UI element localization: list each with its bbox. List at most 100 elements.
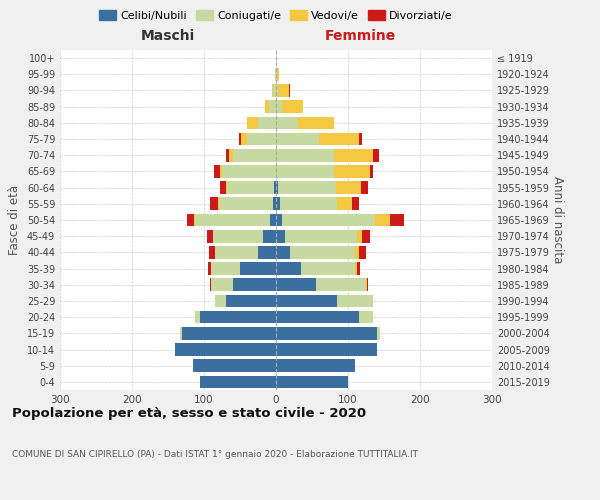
Bar — [274, 182, 276, 194]
Bar — [334, 149, 373, 162]
Bar — [367, 278, 368, 291]
Bar — [276, 100, 282, 113]
Bar — [209, 246, 215, 258]
Text: Maschi: Maschi — [141, 28, 195, 42]
Bar — [276, 327, 377, 340]
Bar — [258, 116, 276, 129]
Bar — [194, 214, 270, 226]
Bar — [316, 278, 366, 291]
Bar — [276, 360, 355, 372]
Bar — [227, 182, 274, 194]
Bar — [334, 165, 370, 177]
Bar — [270, 214, 276, 226]
Bar — [377, 327, 380, 340]
Bar — [214, 165, 220, 177]
Bar — [247, 116, 258, 129]
Y-axis label: Fasce di età: Fasce di età — [8, 185, 21, 255]
Bar — [218, 198, 219, 210]
Bar — [215, 246, 258, 258]
Bar — [210, 278, 211, 291]
Bar — [233, 149, 276, 162]
Bar — [359, 132, 362, 145]
Bar — [359, 311, 373, 324]
Bar — [240, 262, 276, 275]
Y-axis label: Anni di nascita: Anni di nascita — [551, 176, 563, 264]
Bar — [263, 230, 276, 242]
Bar — [194, 311, 200, 324]
Bar — [276, 165, 334, 177]
Bar — [247, 132, 276, 145]
Bar — [277, 68, 279, 80]
Text: COMUNE DI SAN CIPIRELLO (PA) - Dati ISTAT 1° gennaio 2020 - Elaborazione TUTTITA: COMUNE DI SAN CIPIRELLO (PA) - Dati ISTA… — [12, 450, 418, 459]
Bar — [276, 132, 319, 145]
Bar — [200, 376, 276, 388]
Bar — [193, 360, 276, 372]
Bar — [370, 165, 373, 177]
Bar — [220, 165, 222, 177]
Bar — [276, 262, 301, 275]
Bar — [278, 182, 336, 194]
Bar — [211, 278, 233, 291]
Bar — [301, 262, 355, 275]
Bar — [356, 262, 360, 275]
Bar — [352, 198, 359, 210]
Bar — [276, 198, 280, 210]
Bar — [200, 311, 276, 324]
Bar — [276, 116, 298, 129]
Bar — [276, 182, 278, 194]
Bar — [229, 149, 233, 162]
Bar — [366, 278, 367, 291]
Bar — [276, 149, 334, 162]
Bar — [219, 198, 273, 210]
Bar — [336, 182, 361, 194]
Bar — [355, 262, 356, 275]
Bar — [220, 182, 226, 194]
Bar — [258, 246, 276, 258]
Bar — [222, 165, 276, 177]
Bar — [376, 214, 390, 226]
Bar — [276, 294, 337, 308]
Text: Femmine: Femmine — [325, 28, 395, 42]
Bar — [182, 327, 276, 340]
Bar — [241, 132, 247, 145]
Bar — [276, 376, 348, 388]
Bar — [284, 230, 356, 242]
Bar — [226, 182, 227, 194]
Bar — [289, 84, 290, 97]
Bar — [239, 132, 241, 145]
Bar — [276, 68, 277, 80]
Bar — [390, 214, 404, 226]
Bar — [361, 182, 368, 194]
Bar — [290, 246, 355, 258]
Bar — [212, 230, 263, 242]
Bar — [276, 278, 316, 291]
Bar — [273, 198, 276, 210]
Bar — [215, 294, 226, 308]
Bar — [208, 262, 211, 275]
Bar — [337, 294, 373, 308]
Bar — [280, 198, 337, 210]
Bar — [275, 68, 276, 80]
Bar — [282, 100, 304, 113]
Bar — [356, 230, 362, 242]
Bar — [211, 262, 240, 275]
Bar — [278, 84, 289, 97]
Bar — [355, 246, 359, 258]
Bar — [207, 230, 212, 242]
Bar — [276, 311, 359, 324]
Bar — [226, 149, 229, 162]
Bar — [265, 100, 269, 113]
Bar — [233, 278, 276, 291]
Bar — [298, 116, 334, 129]
Bar — [180, 327, 182, 340]
Bar — [373, 149, 379, 162]
Bar — [211, 198, 218, 210]
Bar — [282, 214, 376, 226]
Bar — [187, 214, 194, 226]
Bar — [175, 343, 276, 356]
Text: Popolazione per età, sesso e stato civile - 2020: Popolazione per età, sesso e stato civil… — [12, 408, 366, 420]
Bar — [269, 100, 276, 113]
Bar — [276, 343, 377, 356]
Bar — [319, 132, 359, 145]
Bar — [276, 230, 284, 242]
